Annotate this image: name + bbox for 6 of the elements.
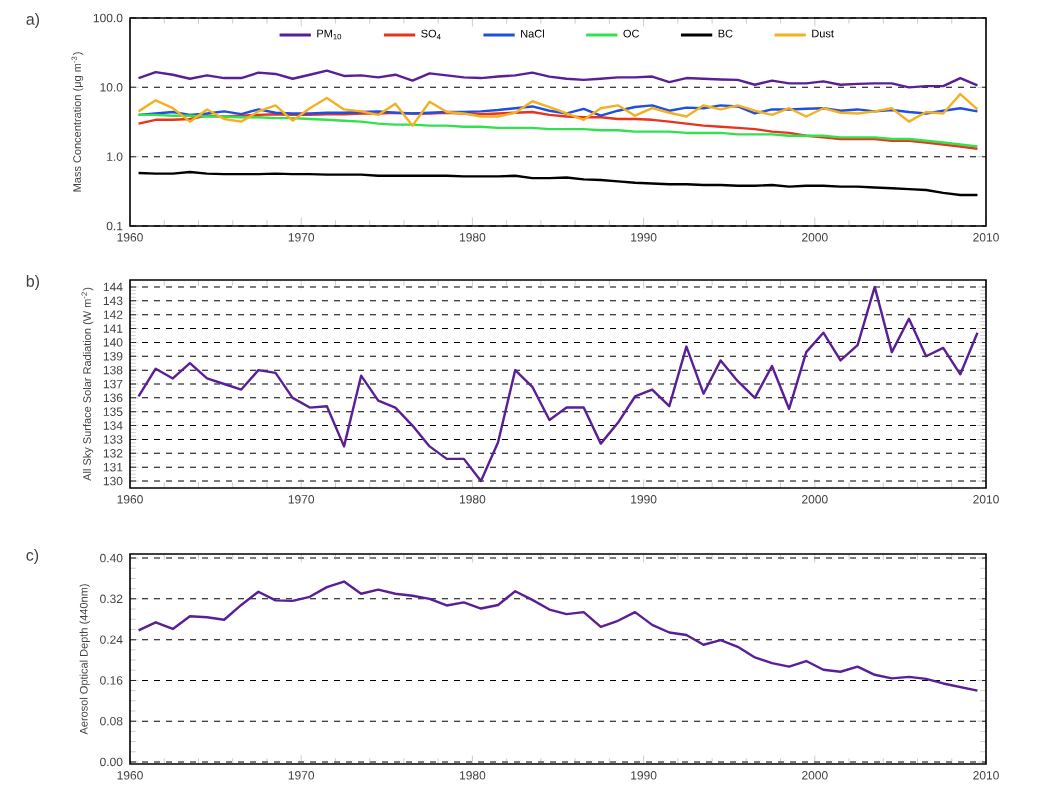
chart-title: c) — [26, 549, 39, 564]
chart-title: b) — [26, 275, 40, 290]
line-series — [137, 69, 979, 89]
line-series — [137, 285, 979, 483]
chart-title: a) — [26, 13, 40, 28]
line-series — [137, 92, 979, 127]
